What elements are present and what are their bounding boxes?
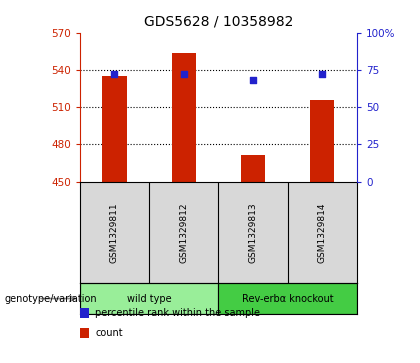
Text: percentile rank within the sample: percentile rank within the sample bbox=[95, 308, 260, 318]
Bar bbox=[218, 283, 357, 314]
Bar bbox=[80, 283, 218, 314]
Point bbox=[111, 72, 118, 77]
Bar bbox=[310, 100, 334, 182]
Bar bbox=[241, 155, 265, 182]
Text: Rev-erbα knockout: Rev-erbα knockout bbox=[242, 294, 333, 303]
Point bbox=[319, 72, 326, 77]
Text: count: count bbox=[95, 328, 123, 338]
Title: GDS5628 / 10358982: GDS5628 / 10358982 bbox=[144, 15, 293, 29]
Bar bbox=[172, 53, 196, 181]
Text: GSM1329811: GSM1329811 bbox=[110, 202, 119, 263]
Point bbox=[249, 77, 256, 83]
Text: GSM1329812: GSM1329812 bbox=[179, 202, 188, 262]
Point bbox=[180, 72, 187, 77]
Text: genotype/variation: genotype/variation bbox=[4, 294, 97, 303]
Text: GSM1329814: GSM1329814 bbox=[318, 202, 327, 262]
Text: wild type: wild type bbox=[127, 294, 171, 303]
Bar bbox=[102, 76, 126, 182]
Text: GSM1329813: GSM1329813 bbox=[249, 202, 257, 263]
